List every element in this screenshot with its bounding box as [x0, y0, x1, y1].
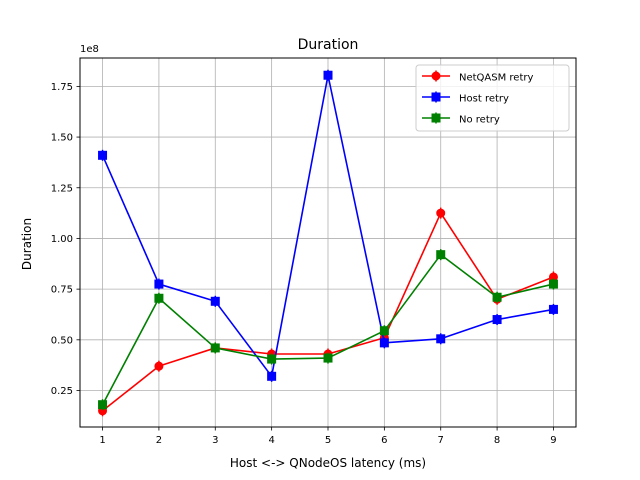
- data-point: [98, 150, 108, 160]
- x-tick-label: 5: [325, 435, 331, 446]
- x-tick-label: 3: [212, 435, 218, 446]
- x-tick-label: 7: [438, 435, 444, 446]
- legend-label: No retry: [459, 115, 500, 126]
- x-tick-label: 9: [550, 435, 556, 446]
- data-point: [210, 343, 220, 353]
- y-axis-ticks: 0.25 0.50 0.75 1.00 1.25 1.50 1.75: [51, 82, 80, 397]
- series-layer: [98, 69, 558, 417]
- data-point: [210, 296, 220, 306]
- y-tick-label: 1.00: [51, 234, 73, 245]
- data-point: [323, 70, 333, 80]
- y-tick-label: 0.75: [51, 285, 73, 296]
- data-point: [492, 292, 502, 302]
- y-tick-label: 1.25: [51, 183, 73, 194]
- y-tick-label: 0.25: [51, 386, 73, 397]
- data-point: [267, 354, 277, 364]
- legend-box: [415, 64, 570, 132]
- data-point: [548, 304, 558, 314]
- chart-title: Duration: [298, 37, 359, 53]
- legend-label: NetQASM retry: [459, 73, 533, 84]
- data-point: [154, 361, 164, 371]
- x-tick-label: 1: [99, 435, 105, 446]
- data-point: [154, 279, 164, 289]
- data-point: [154, 293, 164, 303]
- y-tick-label: 0.50: [51, 335, 73, 346]
- y-tick-label: 1.75: [51, 82, 73, 93]
- data-point: [379, 326, 389, 336]
- x-tick-label: 4: [268, 435, 274, 446]
- legend-marker: [431, 71, 441, 81]
- legend-marker: [431, 113, 441, 123]
- data-point: [548, 279, 558, 289]
- data-point: [267, 371, 277, 381]
- x-tick-label: 2: [156, 435, 162, 446]
- data-point: [436, 250, 446, 260]
- legend-label: Host retry: [459, 94, 509, 105]
- x-axis-ticks: 1 2 3 4 5 6 7 8 9: [99, 427, 557, 446]
- x-tick-label: 8: [494, 435, 500, 446]
- series-3: [98, 249, 558, 411]
- y-axis-title: Duration: [20, 218, 34, 270]
- series-2: [98, 69, 558, 382]
- y-axis-multiplier: 1e8: [80, 44, 99, 55]
- data-point: [492, 315, 502, 325]
- legend: NetQASM retry Host retry No retry: [415, 64, 570, 132]
- data-point: [436, 334, 446, 344]
- data-point: [323, 353, 333, 363]
- data-point: [379, 338, 389, 348]
- x-tick-label: 6: [381, 435, 387, 446]
- data-point: [436, 208, 446, 218]
- legend-marker: [431, 92, 441, 102]
- data-point: [98, 400, 108, 410]
- x-axis-title: Host <-> QNodeOS latency (ms): [230, 456, 426, 470]
- y-tick-label: 1.50: [51, 133, 73, 144]
